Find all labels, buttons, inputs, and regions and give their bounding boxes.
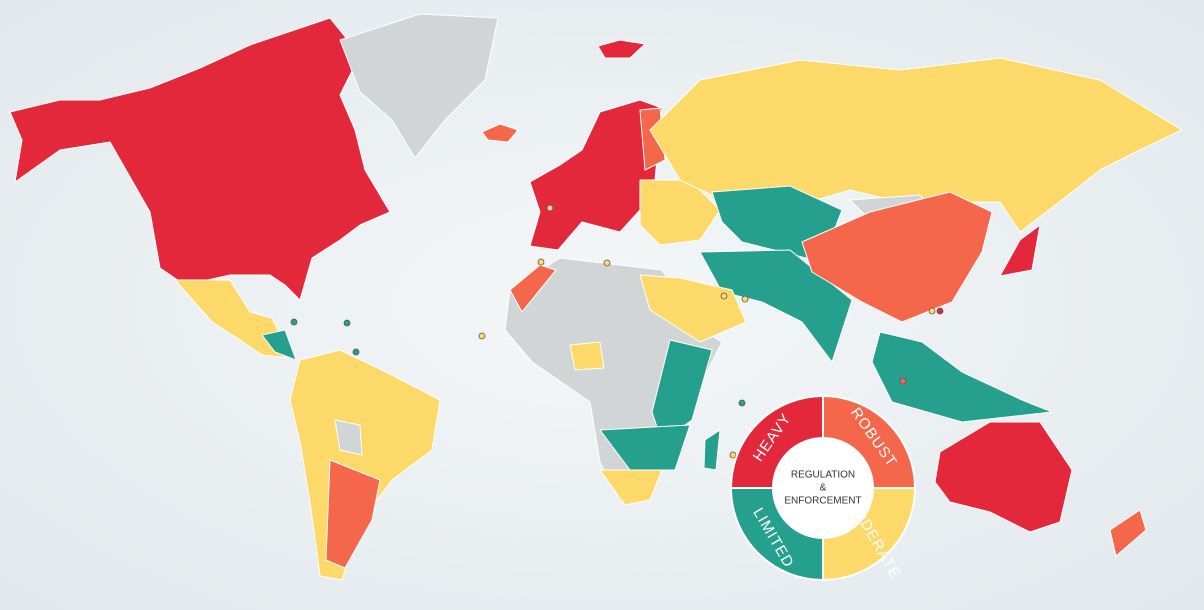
state-dot xyxy=(928,307,936,315)
japan xyxy=(999,224,1041,277)
legend-title: REGULATION xyxy=(791,470,855,481)
countries xyxy=(9,13,1183,581)
southern-africa-teal xyxy=(599,424,691,471)
morocco xyxy=(509,264,557,313)
small-states xyxy=(290,204,944,459)
state-dot xyxy=(741,295,749,303)
state-dot xyxy=(478,332,486,340)
legend: HEAVY ROBUSTMODERATELIMITEDREGULATION&ENF… xyxy=(729,394,917,582)
state-dot xyxy=(720,292,728,300)
argentina xyxy=(325,459,381,569)
legend-title: & xyxy=(820,483,827,494)
state-dot xyxy=(537,258,545,266)
state-dot xyxy=(343,319,351,327)
legend-title: ENFORCEMENT xyxy=(784,496,861,507)
madagascar xyxy=(703,429,721,471)
bolivia xyxy=(334,419,363,456)
caribbean-central xyxy=(261,329,297,361)
southeast-asia xyxy=(871,331,1053,423)
new-zealand xyxy=(1109,509,1147,557)
legend-segment xyxy=(822,487,917,582)
legend-center xyxy=(774,439,872,537)
svalbard xyxy=(597,39,646,59)
australia xyxy=(934,421,1073,533)
legend-segment xyxy=(729,394,824,489)
greenland xyxy=(339,13,499,159)
state-dot xyxy=(603,259,611,267)
state-dot xyxy=(352,348,360,356)
legend-segment xyxy=(729,487,824,582)
nigeria xyxy=(569,341,605,371)
state-dot xyxy=(290,318,298,326)
state-dot xyxy=(729,451,737,459)
state-dot xyxy=(936,307,944,315)
state-dot xyxy=(546,204,554,212)
south-africa xyxy=(599,469,663,506)
china xyxy=(801,191,993,323)
legend-segment xyxy=(822,394,917,489)
state-dot xyxy=(738,399,746,407)
north-america xyxy=(9,17,391,301)
egypt-arabia xyxy=(639,274,747,343)
iceland xyxy=(481,123,519,143)
state-dot xyxy=(899,377,907,385)
